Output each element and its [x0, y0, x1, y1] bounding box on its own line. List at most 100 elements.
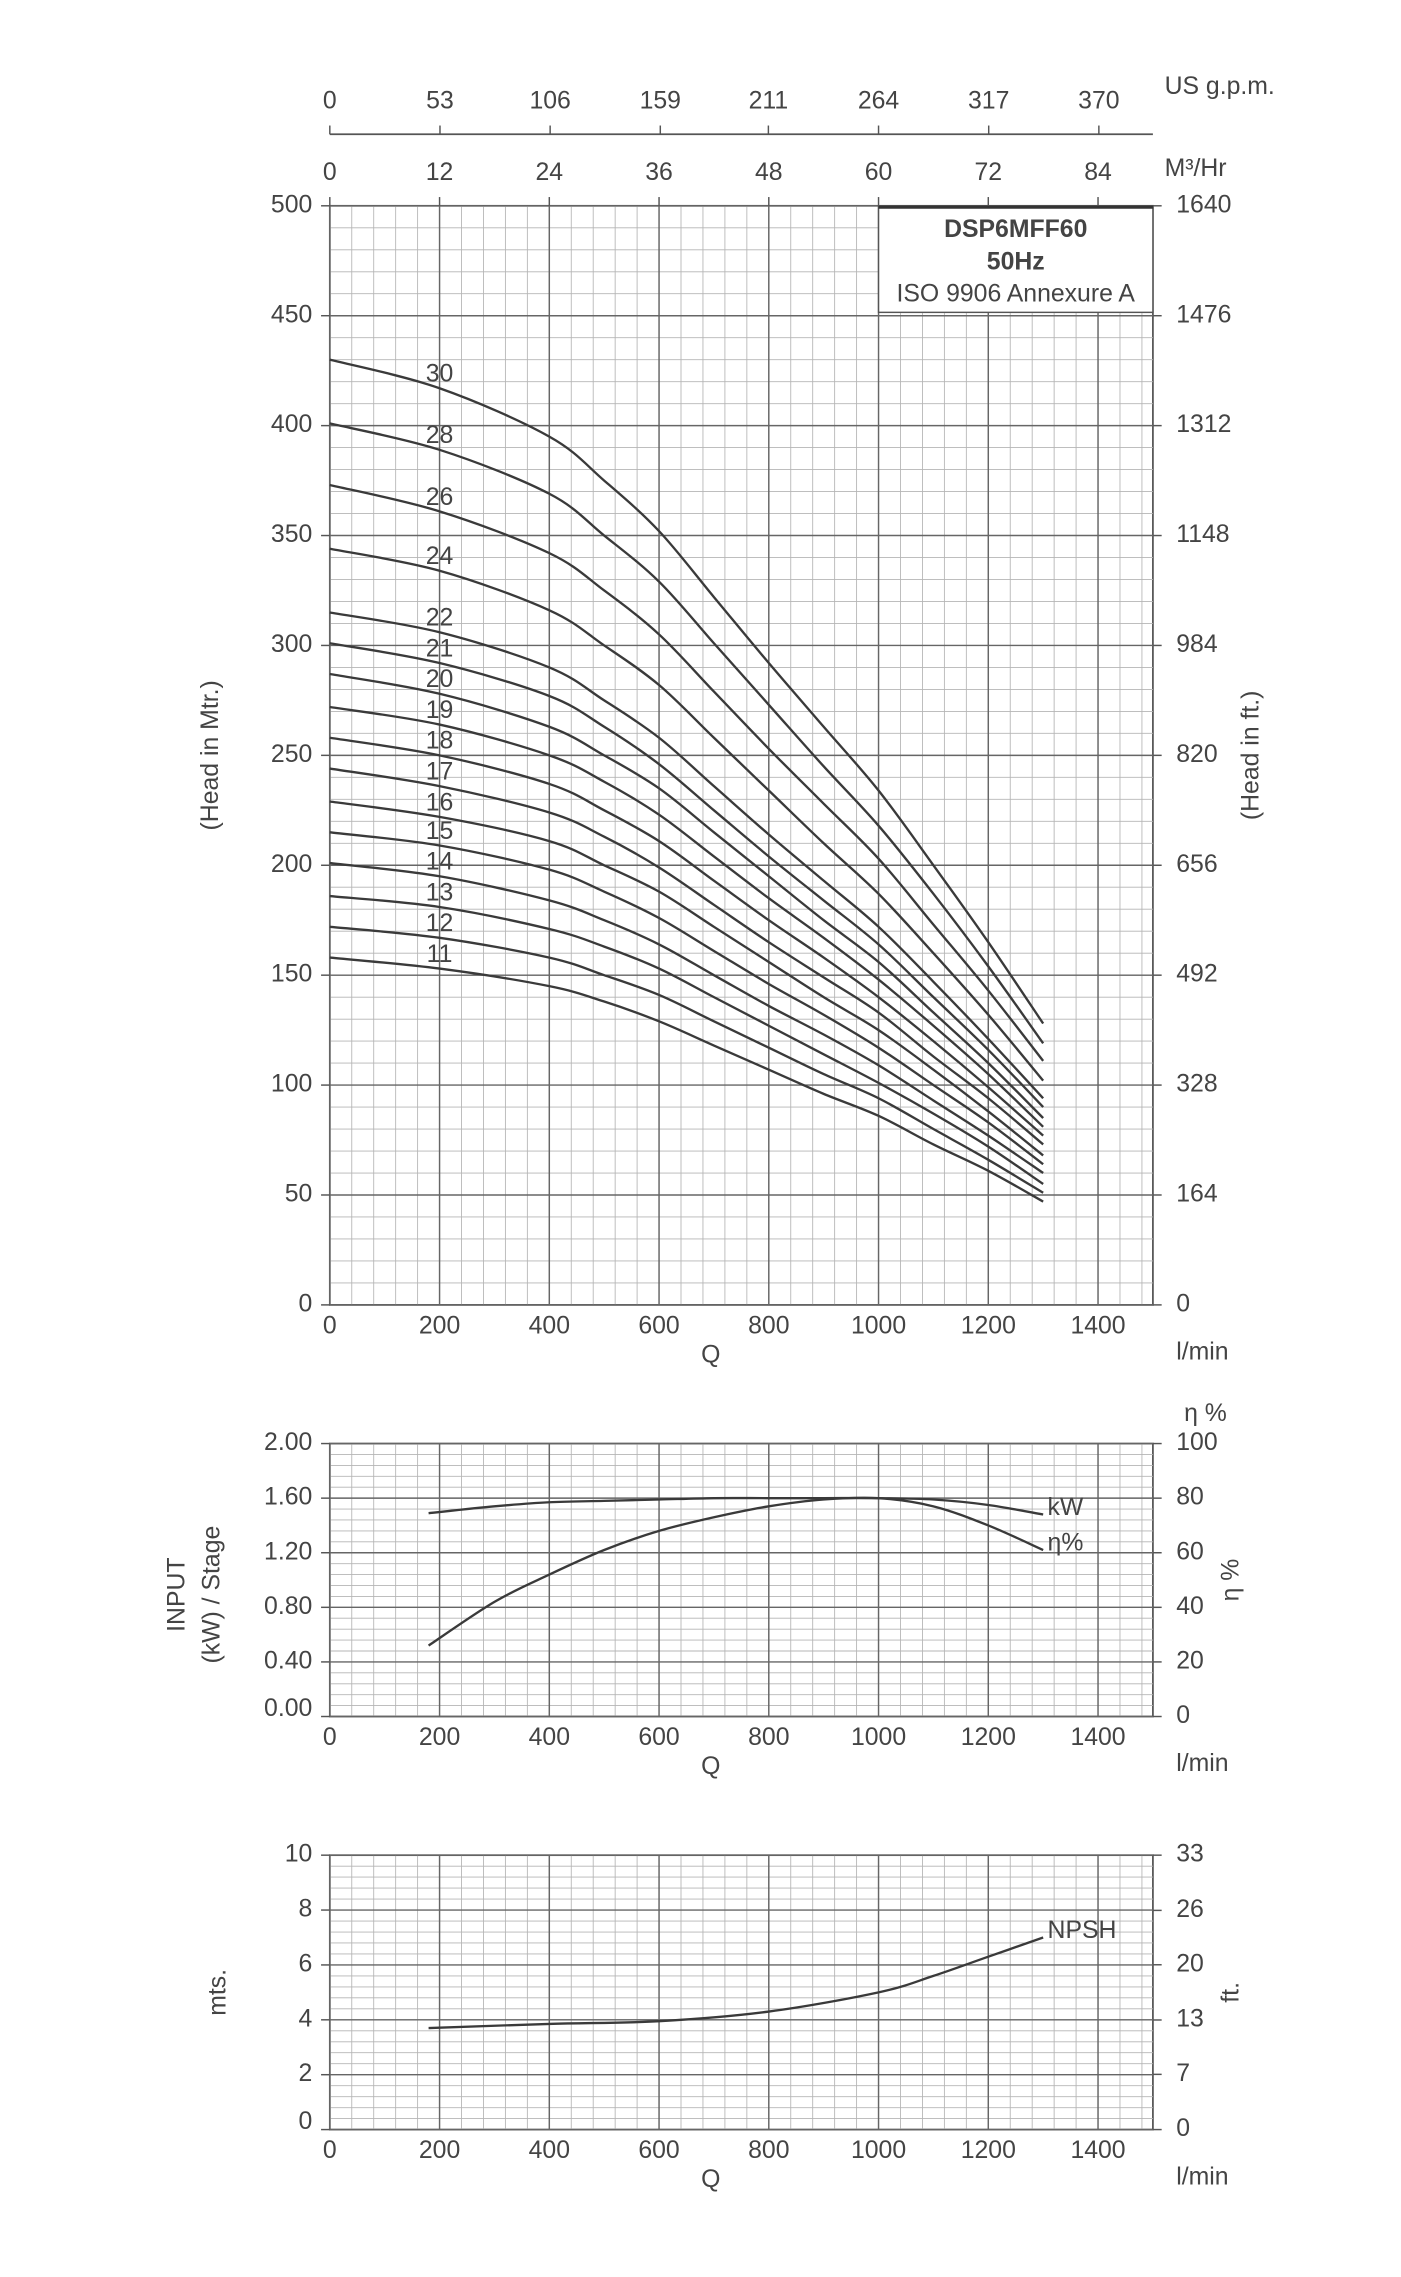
y-tick-label: 0 — [299, 2108, 313, 2135]
y-tick-label: 10 — [285, 1841, 313, 1868]
series-label: 22 — [426, 605, 454, 632]
y-tick-label: 300 — [271, 631, 312, 658]
series-line — [329, 861, 1044, 1174]
y-axis-label: (kW) / Stage — [199, 1526, 226, 1664]
series-line — [329, 831, 1044, 1166]
x-axis-label: Q — [701, 2166, 720, 2193]
series-line — [329, 672, 1044, 1119]
y2-tick-label: 40 — [1176, 1593, 1204, 1620]
series-label: NPSH — [1048, 1917, 1117, 1944]
y-axis-label: INPUT — [164, 1557, 191, 1631]
y2-tick-label: 0 — [1176, 1290, 1190, 1317]
series-line — [329, 611, 1045, 1100]
x-tick-label: 1400 — [1070, 2137, 1125, 2164]
y-tick-label: 8 — [299, 1896, 313, 1923]
series-label: 18 — [426, 728, 454, 755]
series-label: 30 — [426, 361, 454, 388]
y-tick-label: 150 — [271, 961, 312, 988]
y-tick-label: 250 — [271, 741, 312, 768]
series-label: 28 — [426, 422, 454, 449]
y2-tick-label: 1476 — [1176, 301, 1231, 328]
top-axis-tick-label: 0 — [323, 88, 337, 115]
top-axis-tick-label: 24 — [536, 159, 564, 186]
top-axis-tick-label: 60 — [865, 159, 893, 186]
y2-tick-label: 656 — [1176, 851, 1217, 878]
top-axis-tick-label: 72 — [974, 159, 1002, 186]
series-label: 19 — [426, 697, 454, 724]
series-line — [329, 894, 1044, 1185]
series-label: kW — [1048, 1494, 1084, 1521]
y2-axis-label: ft. — [1217, 1982, 1244, 2003]
series-line — [329, 483, 1045, 1062]
x-tick-label: 200 — [419, 1724, 460, 1751]
y2-unit-label: η % — [1184, 1400, 1227, 1427]
y-tick-label: 0.80 — [264, 1593, 312, 1620]
y2-tick-label: 33 — [1176, 1841, 1204, 1868]
y2-tick-label: 328 — [1176, 1071, 1217, 1098]
y-tick-label: 350 — [271, 521, 312, 548]
y2-tick-label: 13 — [1176, 2006, 1204, 2033]
y-tick-label: 0 — [299, 1290, 313, 1317]
x-tick-label: 800 — [748, 2137, 789, 2164]
series-line — [329, 956, 1044, 1203]
y-tick-label: 4 — [299, 2005, 313, 2032]
x-tick-label: 800 — [748, 1312, 789, 1339]
top-axis-tick-label: 0 — [323, 159, 337, 186]
y-tick-label: 6 — [299, 1950, 313, 1977]
x-tick-label: 1200 — [961, 1312, 1016, 1339]
x-tick-label: 1400 — [1070, 1724, 1125, 1751]
y-tick-label: 500 — [271, 191, 312, 218]
series-line — [329, 925, 1044, 1194]
y-tick-label: 50 — [285, 1181, 313, 1208]
y-tick-label: 0.00 — [264, 1695, 312, 1722]
y2-tick-label: 0 — [1176, 1702, 1190, 1729]
x-tick-label: 600 — [638, 1724, 679, 1751]
y2-tick-label: 7 — [1176, 2060, 1190, 2087]
top-axis-tick-label: 317 — [968, 88, 1009, 115]
y2-tick-label: 820 — [1176, 741, 1217, 768]
y-axis-label: (Head in Mtr.) — [197, 680, 224, 830]
x-tick-label: 200 — [419, 2137, 460, 2164]
y2-tick-label: 100 — [1176, 1429, 1217, 1456]
y2-tick-label: 1148 — [1176, 521, 1229, 548]
series-label: 24 — [426, 543, 454, 570]
y-tick-label: 400 — [271, 411, 312, 438]
y-tick-label: 0.40 — [264, 1647, 312, 1674]
info-box-text: ISO 9906 Annexure A — [896, 280, 1135, 307]
x-tick-label: 1200 — [961, 1724, 1016, 1751]
series-line — [329, 736, 1044, 1137]
y-tick-label: 100 — [271, 1071, 312, 1098]
x-tick-label: 800 — [748, 1724, 789, 1751]
x-tick-label: 200 — [419, 1312, 460, 1339]
top-axis-tick-label: 264 — [858, 88, 900, 115]
series-label: 21 — [426, 635, 454, 662]
y2-tick-label: 1312 — [1176, 411, 1231, 438]
series-label: 15 — [426, 818, 454, 845]
x-tick-label: 0 — [323, 2137, 337, 2164]
y-tick-label: 200 — [271, 851, 312, 878]
y2-tick-label: 984 — [1176, 631, 1218, 658]
x-tick-label: 400 — [529, 1312, 570, 1339]
top-axis-tick-label: 159 — [640, 88, 681, 115]
y-tick-label: 2 — [299, 2060, 313, 2087]
x-unit-label: l/min — [1176, 2163, 1228, 2190]
series-label: 12 — [426, 910, 454, 937]
series-line — [329, 800, 1044, 1157]
x-tick-label: 1000 — [851, 1312, 906, 1339]
y2-tick-label: 492 — [1176, 961, 1217, 988]
series-line — [329, 705, 1044, 1128]
y-tick-label: 450 — [271, 301, 312, 328]
x-tick-label: 600 — [638, 2137, 679, 2164]
series-label: 17 — [426, 759, 454, 786]
y-tick-label: 1.20 — [264, 1538, 312, 1565]
top-axis-tick-label: 36 — [645, 159, 673, 186]
series-label: 20 — [426, 666, 454, 693]
top-axis-tick-label: 12 — [426, 159, 454, 186]
x-tick-label: 1200 — [961, 2137, 1016, 2164]
x-unit-label: l/min — [1176, 1339, 1228, 1366]
plot-area — [328, 1854, 1154, 2131]
y2-tick-label: 20 — [1176, 1647, 1204, 1674]
series-label: 26 — [426, 484, 454, 511]
y2-tick-label: 60 — [1176, 1538, 1204, 1565]
